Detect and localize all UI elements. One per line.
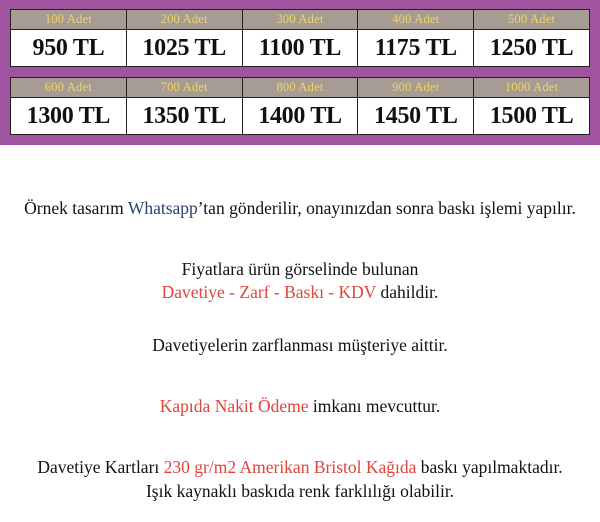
spacer: [6, 357, 594, 395]
price-value-cell: 1450 TL: [357, 97, 475, 135]
price-value-cell: 1175 TL: [357, 29, 475, 67]
info-line-envelope-note: Davetiyelerin zarflanması müşteriye aitt…: [6, 334, 594, 357]
whatsapp-highlight: Whatsapp: [127, 198, 198, 218]
info-text-segment: Örnek tasarım: [24, 198, 128, 218]
quantity-header-cell: 800 Adet: [241, 77, 359, 98]
quantity-header-cell: 700 Adet: [125, 77, 243, 98]
info-line-paper-type: Davetiye Kartları 230 gr/m2 Amerikan Bri…: [6, 456, 594, 479]
price-value-cell: 1350 TL: [125, 97, 243, 135]
price-value-cell: 1250 TL: [473, 29, 590, 67]
paper-type-highlight: 230 gr/m2 Amerikan Bristol Kağıda: [163, 457, 417, 478]
cash-on-delivery-highlight: Kapıda Nakit Ödeme: [159, 396, 309, 417]
table-row: 600 Adet 700 Adet 800 Adet 900 Adet 1000…: [10, 77, 590, 98]
spacer: [6, 304, 594, 334]
info-text-segment: Davetiye Kartları: [37, 457, 164, 478]
price-value-cell: 950 TL: [10, 29, 127, 67]
info-line-included-items: Davetiye - Zarf - Baskı - KDV dahildir.: [6, 281, 594, 304]
quantity-header-cell: 1000 Adet: [473, 77, 590, 98]
price-value-cell: 1100 TL: [241, 29, 359, 67]
info-text-segment: Işık kaynaklı baskıda renk farklılığı ol…: [145, 480, 455, 501]
info-text-segment: ’tan gönderilir, onayınızdan sonra baskı…: [197, 198, 576, 218]
included-items-highlight: Davetiye - Zarf - Baskı - KDV: [161, 282, 377, 303]
table-row: 100 Adet 200 Adet 300 Adet 400 Adet 500 …: [10, 9, 590, 30]
info-text-segment: baskı yapılmaktadır.: [416, 457, 563, 478]
quantity-header-cell: 400 Adet: [357, 9, 475, 30]
price-value-cell: 1400 TL: [241, 97, 359, 135]
table-row: 1300 TL 1350 TL 1400 TL 1450 TL 1500 TL: [10, 97, 590, 135]
spacer: [6, 145, 594, 197]
info-text-block: Örnek tasarım Whatsapp’tan gönderilir, o…: [0, 145, 600, 503]
info-text-segment: Fiyatlara ürün görselinde bulunan: [181, 259, 419, 280]
price-table-row-group-2: 600 Adet 700 Adet 800 Adet 900 Adet 1000…: [10, 77, 590, 135]
info-text-segment: imkanı mevcuttur.: [308, 396, 441, 417]
info-line-color-disclaimer: Işık kaynaklı baskıda renk farklılığı ol…: [6, 480, 594, 503]
info-text-segment: dahildir.: [376, 282, 439, 303]
spacer: [6, 220, 594, 258]
quantity-header-cell: 500 Adet: [473, 9, 590, 30]
price-value-cell: 1500 TL: [473, 97, 590, 135]
quantity-header-cell: 200 Adet: [125, 9, 243, 30]
quantity-header-cell: 900 Adet: [357, 77, 475, 98]
price-value-cell: 1300 TL: [10, 97, 127, 135]
price-value-cell: 1025 TL: [125, 29, 243, 67]
quantity-header-cell: 300 Adet: [241, 9, 359, 30]
info-line-whatsapp: Örnek tasarım Whatsapp’tan gönderilir, o…: [6, 197, 594, 220]
quantity-header-cell: 100 Adet: [10, 9, 127, 30]
info-text-segment: Davetiyelerin zarflanması müşteriye aitt…: [152, 335, 448, 356]
info-line-included-intro: Fiyatlara ürün görselinde bulunan: [6, 258, 594, 281]
info-line-cash-on-delivery: Kapıda Nakit Ödeme imkanı mevcuttur.: [6, 395, 594, 418]
spacer: [6, 418, 594, 456]
price-table-row-group-1: 100 Adet 200 Adet 300 Adet 400 Adet 500 …: [10, 9, 590, 67]
price-table-panel: 100 Adet 200 Adet 300 Adet 400 Adet 500 …: [0, 0, 600, 145]
table-row: 950 TL 1025 TL 1100 TL 1175 TL 1250 TL: [10, 29, 590, 67]
quantity-header-cell: 600 Adet: [10, 77, 127, 98]
